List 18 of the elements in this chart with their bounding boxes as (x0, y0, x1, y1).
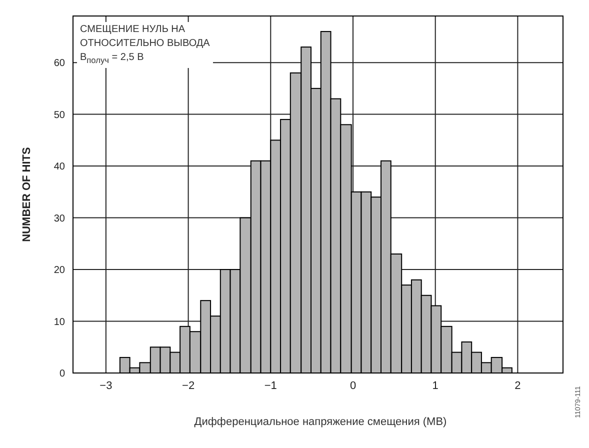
annotation: СМЕЩЕНИЕ НУЛЬ НА (80, 23, 186, 37)
x-tick-label: 0 (350, 380, 356, 392)
y-tick-label: 20 (54, 265, 66, 276)
y-tick-label: 50 (54, 110, 66, 121)
y-tick-label: 10 (54, 316, 66, 328)
annotation: В$_{получ}$ = 2,5 В (80, 51, 145, 67)
y-tick-label: 0 (59, 368, 66, 380)
x-tick-label: −2 (182, 380, 195, 392)
y-axis-title: NUMBER OF HITS (20, 147, 33, 242)
x-axis-title: Дифференциальное напряжение смещения (МВ) (194, 416, 447, 428)
y-tick-label: 40 (54, 162, 66, 173)
x-tick-label: 2 (514, 380, 521, 392)
x-tick-label: 1 (432, 380, 438, 392)
x-tick-label: −1 (264, 380, 277, 392)
y-tick-label: 60 (54, 58, 66, 70)
annotation: ОТНОСИТЕЛЬНО ВЫВОДА (80, 37, 210, 51)
x-tick-label: −3 (100, 380, 112, 392)
y-tick-label: 30 (54, 213, 66, 224)
